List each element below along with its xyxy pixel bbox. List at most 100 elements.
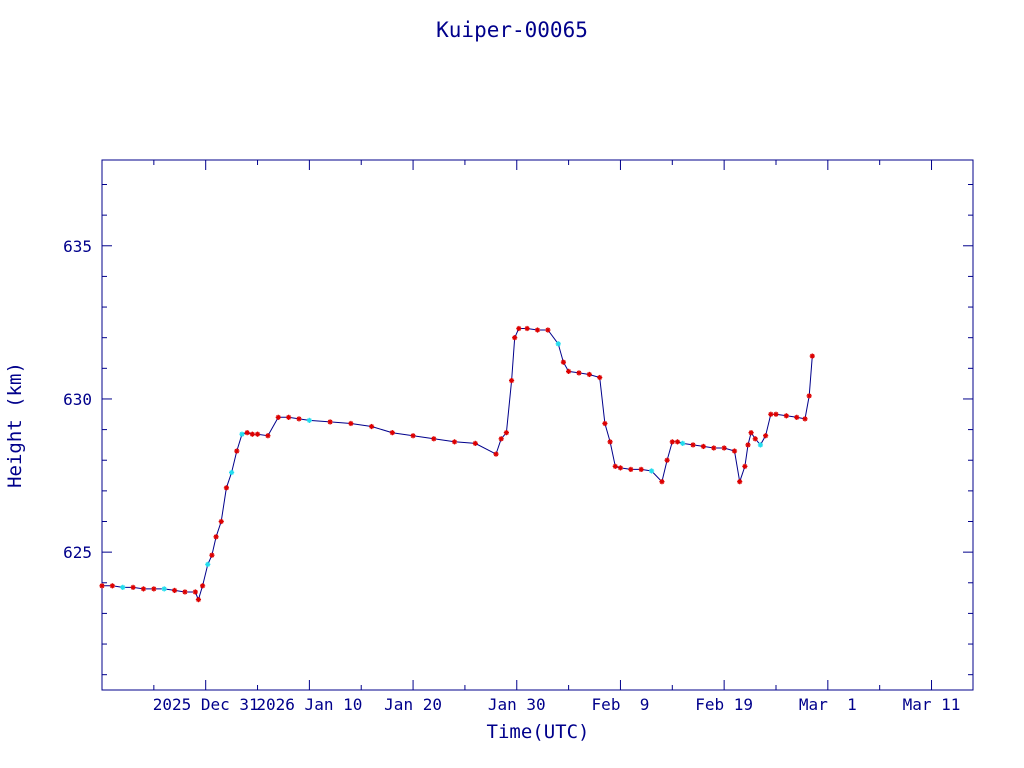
data-point (648, 468, 655, 474)
x-tick-label: Feb 9 (592, 695, 650, 714)
data-point (244, 430, 250, 436)
data-point (586, 371, 592, 378)
data-point (498, 436, 504, 442)
data-point (664, 457, 670, 463)
data-point (205, 561, 211, 567)
data-point (757, 442, 764, 448)
data-point (783, 413, 789, 419)
data-point (763, 433, 769, 439)
data-point (213, 534, 219, 540)
y-tick-label: 630 (63, 390, 92, 409)
data-point (493, 451, 499, 457)
data-point (99, 583, 105, 589)
data-point (680, 440, 686, 446)
data-point (597, 374, 603, 381)
data-point (806, 393, 812, 399)
data-point (503, 430, 509, 436)
data-point (368, 423, 375, 430)
data-point (742, 463, 748, 469)
data-point (508, 377, 515, 384)
data-point (296, 416, 302, 422)
data-point (555, 341, 561, 347)
data-point (239, 431, 245, 437)
data-point (229, 469, 235, 476)
y-tick-label: 635 (63, 237, 92, 256)
data-point (737, 479, 743, 485)
data-point (120, 584, 126, 590)
data-point (602, 420, 608, 427)
data-point (560, 359, 567, 365)
data-point (794, 414, 800, 420)
data-point (802, 416, 808, 422)
x-tick-label: Mar 1 (799, 695, 857, 714)
x-axis-label: Time(UTC) (487, 721, 590, 743)
data-point (773, 411, 779, 417)
data-point (348, 420, 354, 427)
data-point (674, 439, 681, 445)
data-point (140, 586, 147, 592)
data-point (254, 431, 261, 437)
data-point (192, 589, 198, 595)
data-point (151, 586, 157, 592)
data-point (389, 430, 395, 436)
x-tick-label: 2026 Jan 10 (256, 695, 362, 714)
data-point (109, 583, 115, 589)
data-point (451, 439, 458, 445)
data-point (275, 414, 281, 420)
x-tick-label: 2025 Dec 31 (153, 695, 259, 714)
data-point (516, 325, 522, 332)
data-point (748, 430, 754, 436)
data-point (545, 327, 551, 333)
data-point (524, 325, 530, 332)
data-point (669, 439, 675, 445)
data-point (700, 443, 707, 450)
y-tick-label: 625 (63, 543, 92, 562)
data-point (745, 442, 751, 448)
data-point (721, 445, 727, 451)
plot-frame (101, 159, 974, 691)
x-tick-label: Mar 11 (903, 695, 961, 714)
data-point (752, 436, 758, 442)
data-point (223, 485, 230, 491)
data-point (628, 466, 634, 473)
data-point (199, 583, 206, 589)
data-point (659, 479, 665, 485)
data-point (209, 552, 215, 558)
data-point (768, 411, 774, 417)
data-point (171, 587, 178, 594)
data-point (576, 370, 582, 376)
data-point (182, 589, 188, 595)
data-point (731, 448, 738, 454)
data-point (265, 433, 271, 439)
data-point (306, 417, 312, 424)
data-point (195, 597, 202, 603)
data-point (431, 436, 437, 442)
data-point (410, 433, 416, 439)
data-point (607, 439, 613, 445)
data-point (286, 414, 292, 420)
data-point (218, 518, 224, 525)
data-point (234, 448, 240, 454)
y-tick-labels: 625 630 635 (63, 237, 92, 562)
data-point (690, 442, 696, 448)
data-point (638, 466, 644, 473)
data-point (711, 445, 717, 451)
data-point (809, 353, 815, 359)
series-line (102, 328, 813, 602)
x-tick-label: Feb 19 (695, 695, 753, 714)
y-axis-label: Height (km) (4, 362, 26, 488)
data-point (566, 368, 572, 374)
data-point (130, 584, 136, 590)
chart-title: Kuiper-00065 (436, 18, 588, 42)
data-point (534, 327, 541, 333)
x-tick-label: Jan 20 (384, 695, 442, 714)
data-point (612, 463, 618, 469)
data-point (512, 335, 518, 341)
data-point (161, 586, 167, 592)
data-point (472, 440, 478, 446)
axis-ticks (102, 160, 973, 690)
data-point (249, 431, 255, 437)
data-point (327, 419, 333, 425)
